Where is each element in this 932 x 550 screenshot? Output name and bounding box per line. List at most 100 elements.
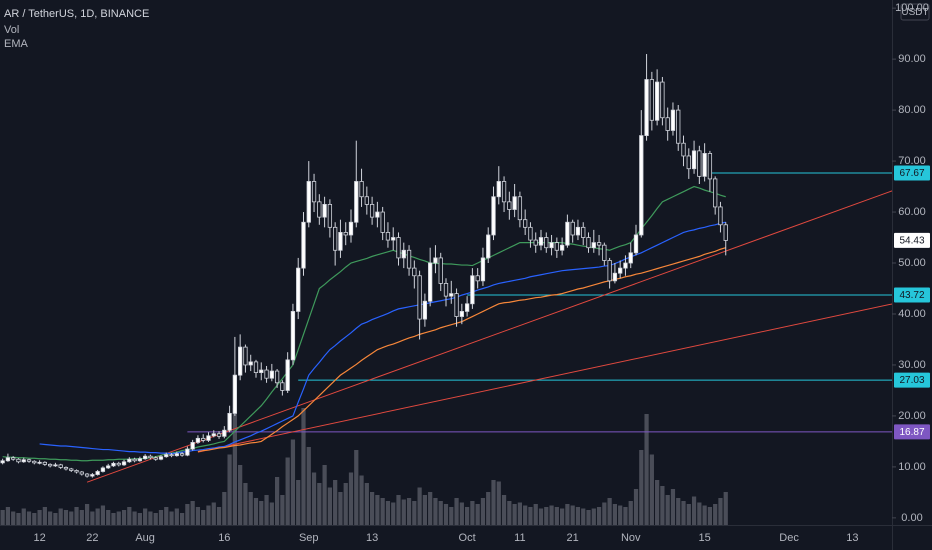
candle-body (227, 412, 232, 431)
volume-bar (628, 501, 633, 525)
volume-bar (633, 489, 639, 525)
volume-bar (517, 502, 523, 525)
candle-body (53, 464, 58, 467)
candle-body (327, 203, 333, 228)
candle-body (654, 81, 660, 121)
y-tick-label: 80.00 (898, 104, 926, 116)
volume-bar (523, 505, 528, 525)
x-tick-label: Aug (135, 532, 155, 544)
volume-bar (707, 507, 713, 525)
trend-line (86, 190, 893, 483)
volume-bar (454, 498, 459, 525)
level-label-box (894, 372, 930, 388)
volume-bar (259, 501, 264, 525)
x-tick-label: 21 (567, 532, 579, 544)
level-label-box (894, 165, 930, 181)
candle-body (137, 458, 143, 462)
candle-body (501, 181, 507, 203)
y-tick-label: 50.00 (898, 257, 926, 269)
candle-body (296, 267, 301, 312)
candle-body (607, 260, 612, 282)
candle-body (26, 459, 32, 462)
volume-bar (496, 481, 501, 525)
volume-bar (697, 502, 702, 525)
candle-body (311, 181, 317, 203)
level-label-box (894, 287, 930, 303)
volume-bar (359, 475, 364, 525)
volume-bar (206, 505, 211, 525)
candle-body (565, 221, 570, 246)
volume-bar (486, 492, 491, 525)
candle-body (153, 457, 158, 460)
volume-bar (691, 496, 697, 525)
candle-body (32, 460, 37, 464)
y-tick-label: 100.00 (895, 2, 929, 14)
volume-bar (100, 505, 106, 525)
volume-bar (106, 510, 111, 525)
candle-body (575, 226, 581, 236)
candle-body (317, 201, 322, 218)
volume-bar (127, 507, 132, 525)
volume-bar (322, 465, 327, 525)
candle-body (37, 461, 42, 464)
candle-body (169, 454, 174, 457)
candle-body (438, 257, 443, 284)
candle-body (523, 219, 528, 228)
candle-body (253, 361, 259, 373)
candle-body (364, 196, 369, 205)
volume-bar (475, 504, 480, 525)
candle-body (21, 459, 26, 463)
candle-body (0, 460, 5, 464)
candle-body (686, 155, 691, 170)
candle-body (121, 461, 127, 466)
volume-bar (32, 513, 37, 525)
indicator-label[interactable]: Vol (4, 24, 19, 36)
candle-body (259, 369, 264, 373)
candle-body (58, 464, 63, 468)
candle-body (375, 211, 380, 218)
candle-body (111, 462, 116, 467)
volume-bar (301, 408, 306, 525)
volume-bar (227, 454, 232, 525)
currency-box[interactable] (900, 3, 930, 21)
candle-body (628, 252, 633, 264)
candle-body (538, 237, 544, 246)
candle-body (422, 300, 428, 320)
x-tick-label: Dec (779, 532, 799, 544)
volume-bar (84, 504, 90, 525)
volume-bar (269, 502, 274, 525)
volume-bar (354, 450, 359, 525)
y-tick-label: 10.00 (898, 461, 926, 473)
volume-bar (512, 504, 517, 525)
y-tick-label: 60.00 (898, 206, 926, 218)
volume-bar (560, 508, 565, 525)
volume-bar (459, 502, 464, 525)
candle-body (464, 303, 470, 312)
candle-body (639, 135, 644, 236)
volume-bar (306, 447, 311, 525)
candle-body (549, 242, 554, 249)
volume-bar (570, 505, 575, 525)
volume-bar (95, 508, 100, 525)
candle-body (16, 458, 21, 463)
indicator-label[interactable]: EMA (4, 38, 29, 50)
volume-bar (216, 507, 222, 525)
candle-body (158, 456, 164, 460)
volume-bar (285, 457, 290, 525)
candle-body (470, 275, 475, 305)
plot (0, 54, 893, 525)
volume-bar (586, 510, 591, 525)
volume-bar (713, 504, 718, 525)
candle-body (707, 153, 713, 180)
candle-body (391, 237, 396, 241)
candle-body (95, 471, 100, 475)
volume-bar (148, 511, 153, 525)
candle-body (174, 453, 179, 457)
candle-body (201, 437, 206, 441)
candle-body (486, 234, 491, 259)
volume-bar (280, 495, 285, 525)
candle-body (596, 242, 602, 246)
volume-bar (11, 511, 16, 525)
candle-body (84, 473, 90, 477)
